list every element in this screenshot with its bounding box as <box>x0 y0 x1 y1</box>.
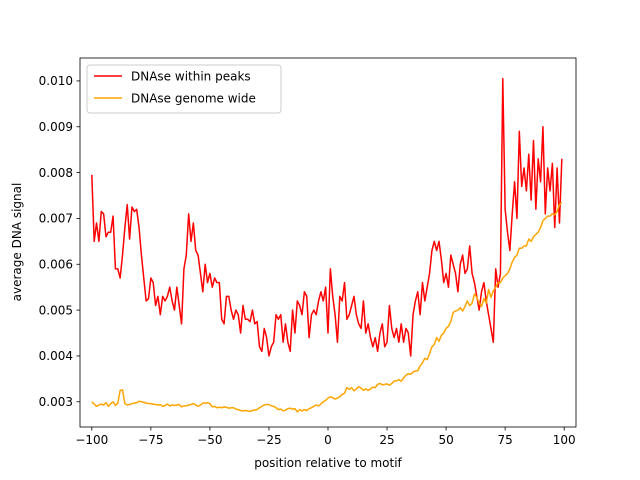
series-line-1 <box>91 201 563 413</box>
x-tick-label: −25 <box>256 433 281 447</box>
x-tick-label: 100 <box>553 433 576 447</box>
series-line-0 <box>91 77 563 357</box>
y-tick-label: 0.005 <box>39 303 73 317</box>
legend: DNAse within peaks DNAse genome wide <box>86 64 282 114</box>
y-tick-label: 0.007 <box>39 212 73 226</box>
x-axis-label: position relative to motif <box>254 456 402 470</box>
x-tick-label: 0 <box>324 433 332 447</box>
x-tick-label: 75 <box>498 433 513 447</box>
y-tick-label: 0.006 <box>39 257 73 271</box>
y-tick-label: 0.004 <box>39 349 73 363</box>
x-tick-label: −50 <box>197 433 222 447</box>
legend-label-1: DNAse genome wide <box>131 91 256 105</box>
x-tick-label: −100 <box>75 433 108 447</box>
y-axis-label: average DNA signal <box>10 183 24 302</box>
series-layer <box>91 77 563 413</box>
y-tick-label: 0.009 <box>39 120 73 134</box>
x-tick-label: −75 <box>138 433 163 447</box>
legend-label-0: DNAse within peaks <box>131 69 251 83</box>
axes-layer: −100 −75 −50 −25 0 25 50 75 100 0.003 0.004 0.005 0.… <box>39 57 577 447</box>
x-tick-label: 50 <box>438 433 453 447</box>
y-tick-label: 0.003 <box>39 395 73 409</box>
y-tick-label: 0.008 <box>39 166 73 180</box>
legend-box <box>86 64 282 114</box>
x-tick-label: 25 <box>379 433 394 447</box>
y-tick-label: 0.010 <box>39 74 73 88</box>
